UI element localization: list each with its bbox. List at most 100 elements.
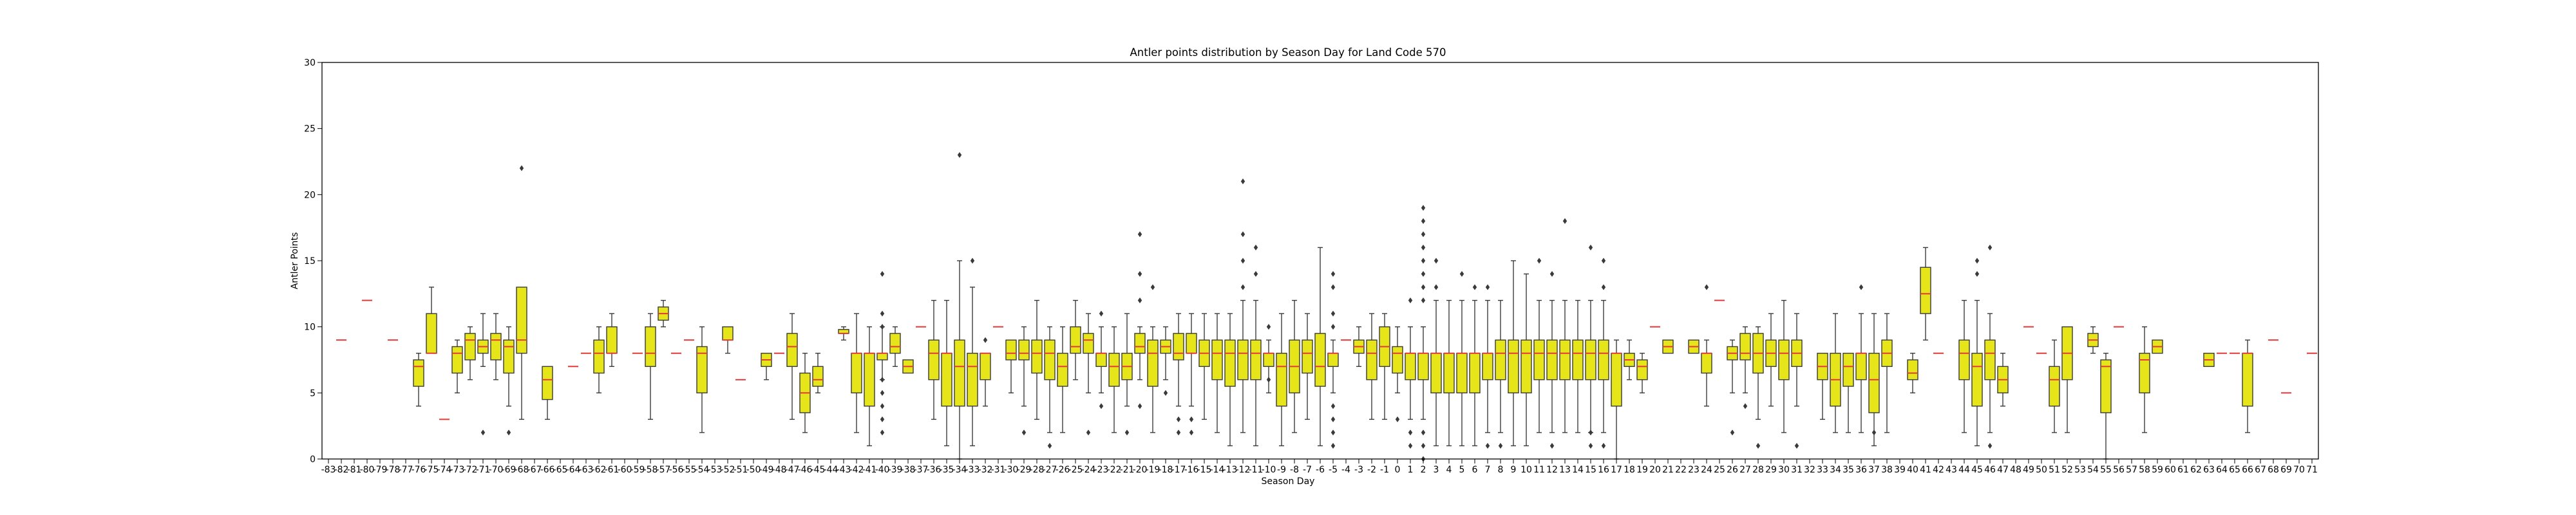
x-tick-label: 62 — [2190, 465, 2202, 475]
outlier-point — [1421, 205, 1426, 211]
box-37 — [1868, 313, 1880, 447]
box--33 — [967, 258, 978, 447]
x-tick-label: 5 — [1459, 465, 1465, 475]
outlier-point — [1588, 244, 1593, 250]
x-tick-label: -81 — [347, 465, 362, 475]
x-tick-label: -27 — [1043, 465, 1057, 475]
box--73 — [451, 339, 463, 394]
outlier-point — [1047, 442, 1052, 449]
x-tick-label: -24 — [1081, 465, 1096, 475]
box--32 — [980, 337, 991, 407]
outlier-point — [1987, 442, 1993, 449]
box-body — [812, 366, 824, 387]
x-tick-label: -52 — [721, 465, 735, 475]
x-tick-label: 44 — [1958, 465, 1970, 475]
box-55 — [2100, 353, 2112, 460]
y-axis-label: Antler Points — [290, 232, 300, 290]
outlier-point — [1266, 377, 1271, 383]
x-tick-label: 0 — [1395, 465, 1401, 475]
box--34 — [954, 152, 965, 460]
box-body — [1018, 339, 1030, 360]
box-body — [1366, 339, 1378, 380]
outlier-point — [1137, 403, 1142, 409]
box--21 — [1121, 313, 1133, 436]
box-body — [1907, 359, 1918, 380]
x-tick-label: 29 — [1765, 465, 1777, 475]
outlier-point — [1421, 258, 1426, 264]
box-36 — [1855, 284, 1867, 433]
outlier-point — [1485, 284, 1490, 290]
outlier-point — [1099, 310, 1104, 317]
box-58 — [2139, 326, 2150, 433]
x-tick-label: -6 — [1316, 465, 1325, 475]
x-tick-label: -60 — [618, 465, 632, 475]
box-0 — [1392, 326, 1403, 422]
x-tick-label: 36 — [1855, 465, 1867, 475]
x-tick-label: -48 — [772, 465, 787, 475]
x-tick-label: -46 — [798, 465, 813, 475]
x-tick-label: -77 — [399, 465, 413, 475]
box-44 — [1958, 299, 1970, 433]
y-tick-label: 25 — [304, 124, 316, 135]
outlier-point — [1408, 429, 1413, 436]
x-tick-label: 28 — [1752, 465, 1764, 475]
box-body — [1211, 339, 1223, 380]
x-tick-label: -57 — [656, 465, 671, 475]
x-tick-label: -82 — [334, 465, 349, 475]
outlier-point — [506, 429, 511, 436]
box--18 — [1160, 326, 1171, 396]
outlier-point — [1176, 429, 1181, 436]
x-tick-label: -8 — [1290, 465, 1299, 475]
box--39 — [889, 326, 901, 367]
box-52 — [2061, 326, 2073, 433]
x-tick-label: 19 — [1636, 465, 1648, 475]
box-body — [889, 333, 901, 354]
outlier-point — [1421, 271, 1426, 277]
x-tick-label: -22 — [1107, 465, 1122, 475]
outlier-point — [1421, 442, 1426, 449]
box--9 — [1276, 313, 1287, 447]
outlier-point — [1189, 429, 1194, 436]
outlier-point — [1086, 429, 1091, 436]
box-3 — [1430, 258, 1442, 447]
outlier-point — [957, 152, 962, 158]
box-34 — [1830, 313, 1841, 433]
x-tick-label: 4 — [1446, 465, 1452, 475]
x-tick-label: 43 — [1946, 465, 1957, 475]
box-body — [1443, 353, 1455, 394]
x-tick-label: 25 — [1714, 465, 1725, 475]
x-tick-label: -56 — [669, 465, 684, 475]
box-body — [967, 353, 978, 407]
x-tick-label: -29 — [1017, 465, 1032, 475]
box-body — [864, 353, 875, 407]
x-tick-label: -12 — [1236, 465, 1251, 475]
box-body — [1302, 339, 1313, 374]
x-tick-label: 20 — [1649, 465, 1661, 475]
box-body — [1701, 353, 1712, 374]
box--45 — [812, 353, 824, 394]
outlier-point — [1240, 258, 1245, 264]
x-tick-label: 21 — [1662, 465, 1674, 475]
outlier-point — [1137, 271, 1142, 277]
box--22 — [1108, 326, 1120, 433]
x-axis: -83-82-81-80-79-78-77-76-75-74-73-72-71-… — [321, 459, 2318, 475]
outlier-point — [1704, 284, 1709, 290]
x-tick-label: 46 — [1984, 465, 1996, 475]
x-tick-label: -35 — [940, 465, 954, 475]
x-tick-label: -80 — [360, 465, 375, 475]
box-body — [1958, 339, 1970, 380]
x-tick-label: -79 — [373, 465, 388, 475]
box-body — [1739, 333, 1751, 360]
x-tick-label: 10 — [1520, 465, 1532, 475]
box-45 — [1971, 258, 1983, 447]
x-tick-label: -43 — [837, 465, 851, 475]
x-tick-label: -68 — [515, 465, 529, 475]
outlier-point — [1434, 284, 1439, 290]
x-tick-label: -25 — [1068, 465, 1083, 475]
x-tick-label: 67 — [2255, 465, 2266, 475]
outlier-point — [1408, 297, 1413, 304]
box--13 — [1224, 313, 1236, 447]
x-tick-label: 11 — [1533, 465, 1545, 475]
x-tick-label: -1 — [1380, 465, 1389, 475]
